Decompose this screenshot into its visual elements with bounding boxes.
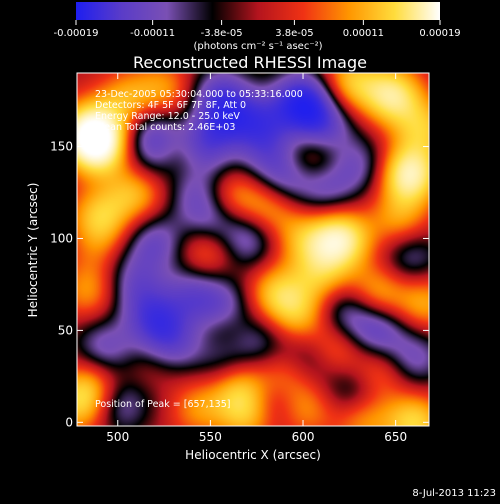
annotation-line: 23-Dec-2005 05:30:04.000 to 05:33:16.000 xyxy=(95,89,303,100)
x-axis-title: Heliocentric X (arcsec) xyxy=(185,448,321,462)
footer-timestamp: 8-Jul-2013 11:23 xyxy=(412,488,496,499)
axis-ticks xyxy=(77,73,429,426)
image-annotations: 23-Dec-2005 05:30:04.000 to 05:33:16.000… xyxy=(95,89,303,133)
y-tick-label: 100 xyxy=(50,231,73,245)
axis-tick-labels: 500 550 600 650 0 50 100 150 xyxy=(50,140,407,444)
annotation-line: Clean Total counts: 2.46E+03 xyxy=(95,122,235,133)
annotation-line: Energy Range: 12.0 - 25.0 keV xyxy=(95,111,240,122)
x-tick-label: 650 xyxy=(384,430,407,444)
colorbar-tick-label: -0.00019 xyxy=(54,28,99,39)
peak-position-label: Position of Peak = [657,135] xyxy=(95,399,230,410)
colorbar-tick-label: 3.8e-05 xyxy=(275,28,313,39)
plot-frame xyxy=(76,72,430,427)
x-tick-label: 500 xyxy=(106,430,129,444)
colorbar-unit-label: (photons cm⁻² s⁻¹ asec⁻²) xyxy=(193,41,322,52)
y-tick-label: 0 xyxy=(65,415,73,429)
y-tick-label: 150 xyxy=(50,140,73,154)
colorbar-tick-labels: -0.00019 -0.00011 -3.8e-05 3.8e-05 0.00011 0.… xyxy=(54,28,461,39)
heatmap-image xyxy=(77,73,429,426)
x-tick-label: 550 xyxy=(199,430,222,444)
colorbar-tick-label: -0.00011 xyxy=(130,28,175,39)
chart-title: Reconstructed RHESSI Image xyxy=(133,53,367,72)
y-tick-label: 50 xyxy=(58,323,73,337)
y-axis-title: Heliocentric Y (arcsec) xyxy=(26,183,40,318)
colorbar-tick-label: 0.00011 xyxy=(343,28,384,39)
colorbar xyxy=(76,2,440,20)
x-tick-label: 600 xyxy=(292,430,315,444)
annotation-line: Detectors: 4F 5F 6F 7F 8F, Att 0 xyxy=(95,100,246,111)
colorbar-tick-label: -3.8e-05 xyxy=(201,28,243,39)
colorbar-tick-label: 0.00019 xyxy=(419,28,460,39)
colorbar-ticks xyxy=(75,20,441,25)
